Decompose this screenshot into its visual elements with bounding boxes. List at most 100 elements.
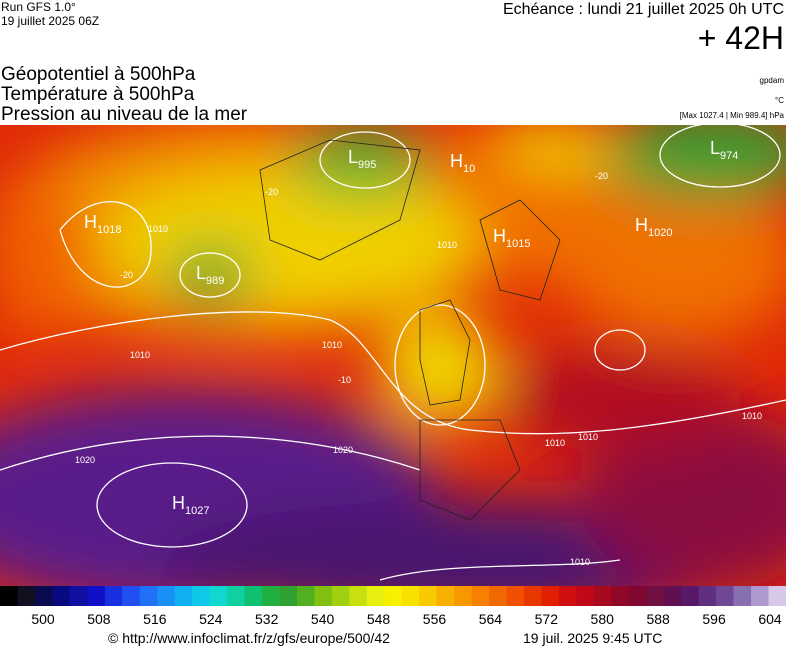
color-swatch bbox=[681, 586, 700, 606]
source-url: © http://www.infoclimat.fr/z/gfs/europe/… bbox=[108, 630, 390, 646]
color-swatch bbox=[576, 586, 595, 606]
contour-label: 1010 bbox=[322, 340, 342, 350]
color-swatch bbox=[751, 586, 770, 606]
color-swatch bbox=[122, 586, 141, 606]
contour-label: 1020 bbox=[75, 455, 95, 465]
center-value: 1018 bbox=[97, 224, 121, 236]
color-swatch bbox=[349, 586, 368, 606]
color-swatch bbox=[52, 586, 71, 606]
color-swatch bbox=[314, 586, 333, 606]
pressure-center: L974 bbox=[710, 138, 738, 162]
colorbar-tick-label: 596 bbox=[702, 611, 726, 627]
pressure-center: H1027 bbox=[172, 493, 209, 517]
title: Géopotentiel à 500hPa bbox=[1, 64, 196, 85]
color-swatch bbox=[262, 586, 280, 606]
contour-label: -20 bbox=[265, 187, 278, 197]
color-swatch bbox=[419, 586, 438, 606]
center-letter: H bbox=[635, 215, 648, 235]
color-swatch bbox=[611, 586, 630, 606]
contour-label: 1010 bbox=[545, 438, 565, 448]
color-swatch bbox=[558, 586, 577, 606]
center-value: 1015 bbox=[506, 238, 530, 250]
colorbar-tick-label: 580 bbox=[591, 611, 615, 627]
color-swatch bbox=[174, 586, 193, 606]
run: Run GFS 1.0° bbox=[1, 0, 76, 14]
colorbar-tick-label: 532 bbox=[255, 611, 279, 627]
color-swatch bbox=[401, 586, 420, 606]
colorbar-tick-label: 540 bbox=[311, 611, 335, 627]
timestamp: 19 juil. 2025 9:45 UTC bbox=[523, 630, 662, 646]
colorbar-tick-label: 524 bbox=[199, 611, 223, 627]
center-value: 1027 bbox=[185, 505, 209, 517]
unit: gpdam bbox=[760, 76, 785, 85]
center-value: 10 bbox=[463, 163, 475, 175]
center-letter: H bbox=[84, 212, 97, 232]
center-value: 1020 bbox=[648, 227, 672, 239]
center-letter: H bbox=[450, 151, 463, 171]
color-swatch bbox=[34, 586, 53, 606]
colorbar-tick-label: 556 bbox=[423, 611, 447, 627]
color-swatch bbox=[69, 586, 88, 606]
color-swatch bbox=[331, 586, 350, 606]
color-swatch bbox=[454, 586, 473, 606]
colorbar-tick-label: 500 bbox=[31, 611, 55, 627]
unit: °C bbox=[775, 96, 784, 105]
center-value: 995 bbox=[358, 159, 376, 171]
center-value: 974 bbox=[720, 150, 738, 162]
color-swatch bbox=[471, 586, 490, 606]
color-swatch bbox=[506, 586, 525, 606]
color-swatch bbox=[139, 586, 158, 606]
color-swatch bbox=[279, 586, 298, 606]
pressure-center: H1018 bbox=[84, 212, 121, 236]
title: Température à 500hPa bbox=[1, 84, 195, 105]
color-swatch bbox=[192, 586, 211, 606]
color-swatch bbox=[698, 586, 717, 606]
pressure-center: L989 bbox=[196, 263, 224, 287]
colorbar-tick-label: 508 bbox=[87, 611, 111, 627]
color-swatch bbox=[384, 586, 403, 606]
color-swatch bbox=[733, 586, 752, 606]
center-letter: L bbox=[710, 138, 720, 158]
contour-label: 1010 bbox=[742, 411, 762, 421]
contour-label: 1010 bbox=[148, 224, 168, 234]
run-date: 19 juillet 2025 06Z bbox=[1, 14, 99, 28]
pressure-center: L995 bbox=[348, 147, 376, 171]
contour-label: 1010 bbox=[130, 350, 150, 360]
color-swatch bbox=[628, 586, 647, 606]
lead-time: + 42H bbox=[698, 20, 784, 56]
pressure-center: H10 bbox=[450, 151, 475, 175]
color-swatch bbox=[227, 586, 246, 606]
contour-label: -20 bbox=[120, 270, 133, 280]
colorbar-tick-label: 572 bbox=[535, 611, 559, 627]
color-swatch bbox=[436, 586, 455, 606]
color-swatch bbox=[296, 586, 315, 606]
center-letter: L bbox=[196, 263, 206, 283]
colorbar-tick-label: 588 bbox=[646, 611, 670, 627]
contour-label: 1010 bbox=[570, 557, 590, 567]
color-swatch bbox=[768, 586, 786, 606]
color-swatch bbox=[366, 586, 385, 606]
unit: [Max 1027.4 | Min 989.4] hPa bbox=[680, 111, 785, 120]
contour-label: 1020 bbox=[333, 445, 353, 455]
color-swatch bbox=[593, 586, 612, 606]
color-swatch bbox=[157, 586, 176, 606]
color-swatch bbox=[87, 586, 106, 606]
color-swatch bbox=[209, 586, 228, 606]
color-swatch bbox=[104, 586, 123, 606]
contour-label: 1010 bbox=[578, 432, 598, 442]
pressure-center: H1015 bbox=[493, 226, 530, 250]
color-swatch bbox=[17, 586, 36, 606]
color-swatch bbox=[524, 586, 542, 606]
color-swatch bbox=[716, 586, 735, 606]
contour-label: -10 bbox=[338, 375, 351, 385]
contour-label: -20 bbox=[595, 171, 608, 181]
color-swatch bbox=[541, 586, 560, 606]
center-letter: L bbox=[348, 147, 358, 167]
colorbar-tick-label: 548 bbox=[367, 611, 391, 627]
color-swatch bbox=[663, 586, 682, 606]
colorbar-tick-label: 604 bbox=[758, 611, 782, 627]
center-letter: H bbox=[493, 226, 506, 246]
color-swatch bbox=[646, 586, 665, 606]
